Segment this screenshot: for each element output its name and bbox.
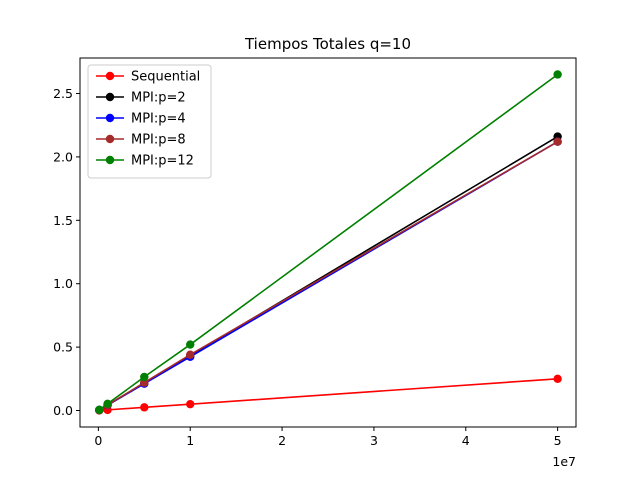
axes-frame <box>79 57 577 428</box>
legend-label: MPI:p=4 <box>131 112 186 127</box>
legend: Sequential MPI:p=2 MPI:p=4 MPI:p=8 MPI:p=12 <box>87 64 212 179</box>
x-tick-label: 1 <box>186 433 194 448</box>
legend-label: MPI:p=8 <box>131 133 186 148</box>
legend-marker <box>105 155 115 165</box>
data-point-sequential <box>553 374 562 384</box>
x-offset-text: 1e7 <box>552 454 576 469</box>
data-point-mpi-p-8 <box>186 350 195 359</box>
legend-label: Sequential <box>131 70 200 85</box>
legend-marker <box>105 92 115 102</box>
y-tick-label: 1.0 <box>53 276 73 291</box>
plot-area <box>95 70 562 415</box>
data-point-mpi-p-12 <box>140 372 149 382</box>
legend-label: MPI:p=12 <box>131 154 194 169</box>
data-point-mpi-p-8 <box>553 137 562 146</box>
y-tick-label: 1.5 <box>53 213 73 228</box>
y-tick-label: 2.0 <box>53 149 73 164</box>
x-tick-label: 5 <box>554 433 562 448</box>
data-point-mpi-p-12 <box>103 399 112 408</box>
x-tick-label: 3 <box>370 433 378 448</box>
legend-marker <box>105 113 115 123</box>
legend-marker <box>105 71 115 81</box>
x-tick-label: 4 <box>462 433 470 448</box>
data-point-sequential <box>140 403 149 412</box>
y-tick-label: 0.0 <box>53 403 73 418</box>
legend-marker <box>105 134 115 144</box>
x-tick-label: 2 <box>278 433 286 448</box>
data-point-mpi-p-12 <box>186 340 195 349</box>
data-point-sequential <box>186 399 195 409</box>
chart-title: Tiempos Totales q=10 <box>244 35 411 53</box>
y-tick-label: 2.5 <box>53 86 73 101</box>
data-point-mpi-p-12 <box>95 405 104 415</box>
legend-box <box>87 64 212 179</box>
legend-label: MPI:p=2 <box>131 91 186 106</box>
x-tick-label: 0 <box>94 433 102 448</box>
y-tick-label: 0.5 <box>53 340 73 355</box>
data-point-mpi-p-12 <box>553 70 562 79</box>
